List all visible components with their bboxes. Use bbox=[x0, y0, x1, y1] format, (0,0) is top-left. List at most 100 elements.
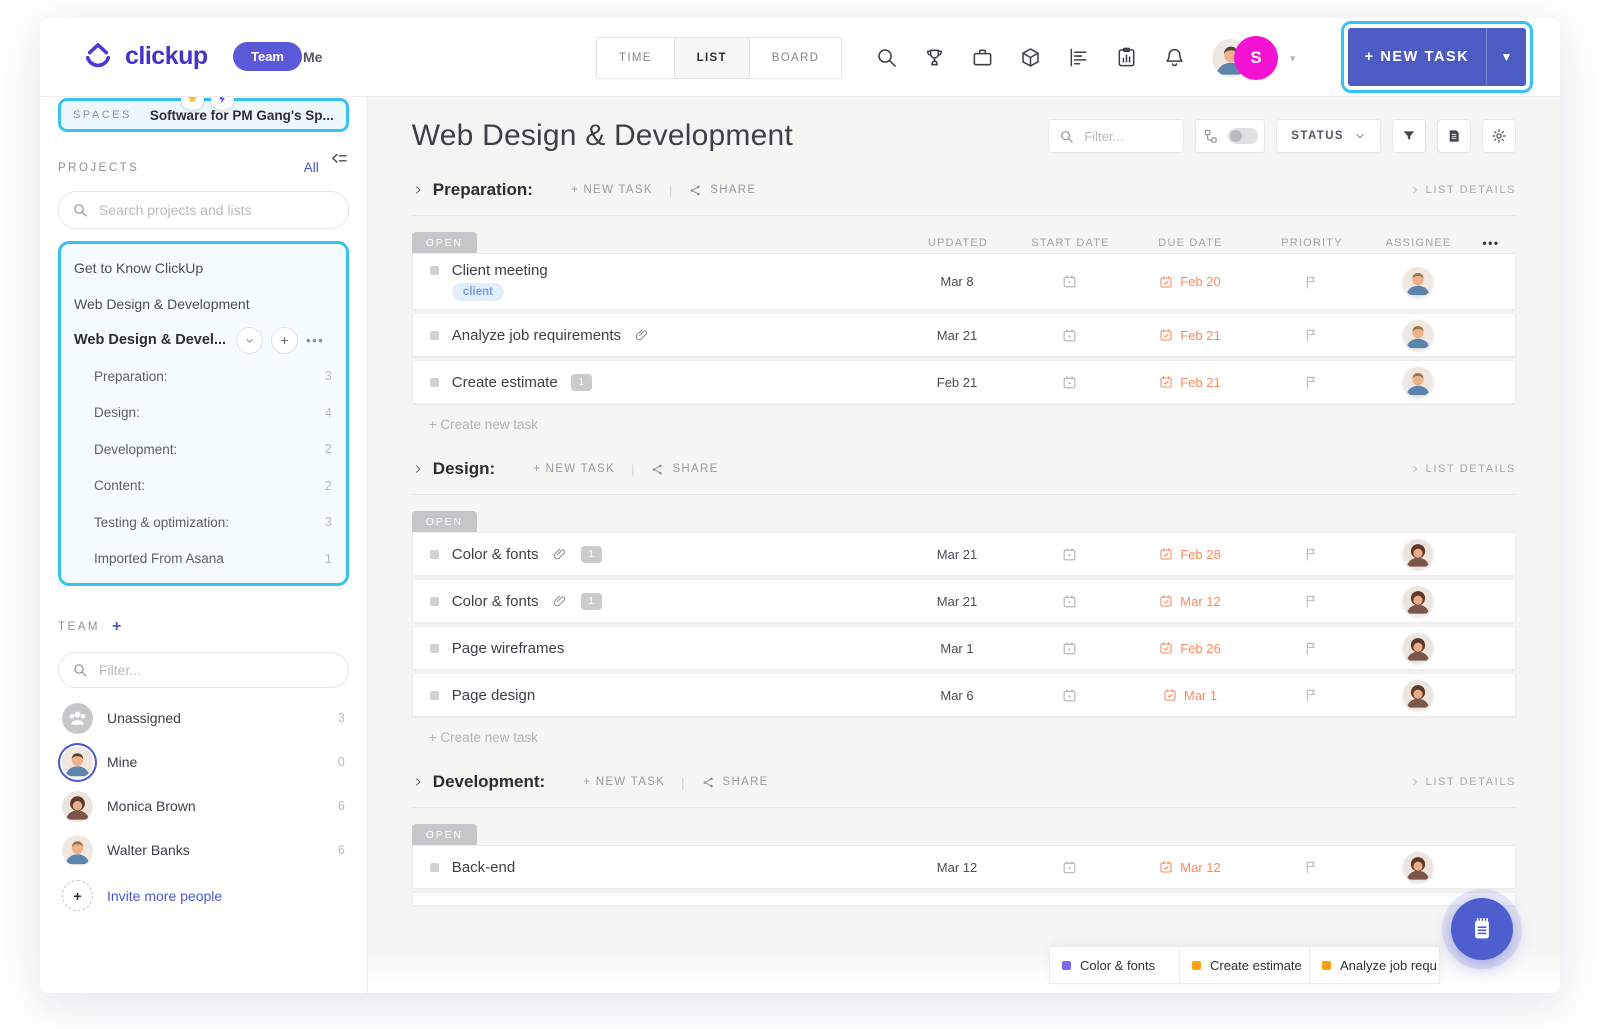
team-toggle[interactable]: Team bbox=[233, 42, 302, 71]
notepad-fab-button[interactable] bbox=[1451, 898, 1513, 960]
subtask-count-badge[interactable]: 1 bbox=[571, 374, 592, 391]
clickup-logo[interactable]: clickup bbox=[80, 40, 208, 72]
task-title[interactable]: Analyze job requirements bbox=[452, 327, 621, 344]
task-row[interactable]: Analyze job requirements Mar 21 Feb 21 bbox=[412, 313, 1516, 357]
section-new-task-button[interactable]: + NEW TASK bbox=[571, 184, 653, 196]
status-open-badge[interactable]: OPEN bbox=[412, 824, 477, 845]
priority-cell[interactable] bbox=[1252, 274, 1370, 290]
task-row[interactable]: Client meeting client Mar 8 Feb 20 bbox=[412, 253, 1516, 310]
assignee-cell[interactable] bbox=[1370, 267, 1465, 297]
create-new-task-button[interactable]: + Create new task bbox=[429, 417, 1516, 432]
section-share-button[interactable]: SHARE bbox=[650, 462, 718, 477]
space-name[interactable]: Software for PM Gang's Sp... bbox=[150, 108, 334, 123]
start-date-cell[interactable] bbox=[1012, 859, 1127, 876]
list-item[interactable]: Imported From Asana 1 bbox=[61, 541, 346, 578]
task-title[interactable]: Client meeting bbox=[452, 262, 548, 279]
task-title[interactable]: Page design bbox=[452, 687, 535, 704]
filter-funnel-button[interactable] bbox=[1392, 119, 1426, 153]
paperclip-icon[interactable] bbox=[552, 593, 568, 609]
priority-cell[interactable] bbox=[1252, 687, 1370, 703]
task-row[interactable] bbox=[412, 892, 1516, 906]
column-header[interactable]: UPDATED bbox=[903, 237, 1013, 249]
priority-cell[interactable] bbox=[1252, 327, 1370, 343]
list-item[interactable]: Development: 2 bbox=[61, 431, 346, 468]
spaces-selector[interactable]: SPACES Software for PM Gang's Sp... ★ bbox=[58, 98, 349, 132]
list-details-link[interactable]: LIST DETAILS bbox=[1410, 463, 1516, 475]
subtask-count-badge[interactable]: 1 bbox=[581, 546, 602, 563]
ranking-icon[interactable] bbox=[1067, 46, 1090, 69]
list-item[interactable]: Preparation: 3 bbox=[61, 358, 346, 395]
chevron-right-icon[interactable] bbox=[412, 463, 424, 475]
chevron-down-icon[interactable]: ▾ bbox=[1290, 52, 1296, 65]
task-title[interactable]: Page wireframes bbox=[452, 640, 565, 657]
section-new-task-button[interactable]: + NEW TASK bbox=[583, 776, 665, 788]
list-details-link[interactable]: LIST DETAILS bbox=[1410, 184, 1516, 196]
settings-button[interactable] bbox=[1482, 119, 1516, 153]
invite-more-people[interactable]: + Invite more people bbox=[58, 880, 349, 911]
task-title[interactable]: Create estimate bbox=[452, 374, 558, 391]
task-title[interactable]: Color & fonts bbox=[452, 546, 539, 563]
briefcase-icon[interactable] bbox=[971, 46, 994, 69]
task-status-square[interactable] bbox=[430, 331, 439, 340]
projects-all-link[interactable]: All bbox=[304, 160, 319, 175]
task-title[interactable]: Color & fonts bbox=[452, 593, 539, 610]
due-date-cell[interactable]: Mar 12 bbox=[1127, 859, 1252, 875]
collapse-sidebar-icon[interactable] bbox=[329, 150, 349, 170]
start-date-cell[interactable] bbox=[1012, 546, 1127, 563]
assignee-cell[interactable] bbox=[1370, 852, 1465, 882]
due-date-cell[interactable]: Feb 21 bbox=[1127, 374, 1252, 390]
project-item[interactable]: Get to Know ClickUp bbox=[61, 250, 346, 286]
cube-icon[interactable] bbox=[1019, 46, 1042, 69]
paperclip-icon[interactable] bbox=[552, 546, 568, 562]
filter-input-box[interactable] bbox=[1048, 119, 1184, 153]
section-name[interactable]: Preparation: bbox=[433, 180, 533, 200]
list-item[interactable]: Testing & optimization: 3 bbox=[61, 504, 346, 541]
due-date-cell[interactable]: Feb 26 bbox=[1127, 640, 1252, 656]
team-member[interactable]: Unassigned 3 bbox=[58, 696, 349, 740]
assignee-cell[interactable] bbox=[1370, 633, 1465, 663]
group-by-toggle[interactable] bbox=[1195, 119, 1265, 153]
column-header[interactable]: DUE DATE bbox=[1128, 237, 1253, 249]
me-toggle[interactable]: Me bbox=[303, 49, 322, 65]
assignee-cell[interactable] bbox=[1370, 680, 1465, 710]
section-new-task-button[interactable]: + NEW TASK bbox=[533, 463, 615, 475]
minimized-task-chip[interactable]: Color & fonts bbox=[1049, 946, 1180, 984]
chevron-right-icon[interactable] bbox=[412, 776, 424, 788]
column-header[interactable]: START DATE bbox=[1013, 237, 1128, 249]
priority-cell[interactable] bbox=[1252, 640, 1370, 656]
assignee-cell[interactable] bbox=[1370, 539, 1465, 569]
doc-view-button[interactable] bbox=[1437, 119, 1471, 153]
task-status-square[interactable] bbox=[430, 597, 439, 606]
due-date-cell[interactable]: Feb 20 bbox=[1127, 274, 1252, 290]
task-row[interactable]: Color & fonts1 Mar 21 Feb 28 bbox=[412, 532, 1516, 576]
task-status-square[interactable] bbox=[430, 863, 439, 872]
task-status-square[interactable] bbox=[430, 266, 439, 275]
column-header[interactable]: PRIORITY bbox=[1253, 237, 1371, 249]
team-filter[interactable] bbox=[58, 652, 349, 688]
status-open-badge[interactable]: OPEN bbox=[412, 511, 477, 532]
due-date-cell[interactable]: Feb 21 bbox=[1127, 327, 1252, 343]
tab-list[interactable]: LIST bbox=[674, 37, 750, 79]
task-row[interactable]: Color & fonts1 Mar 21 Mar 12 bbox=[412, 579, 1516, 623]
task-title[interactable]: Back-end bbox=[452, 859, 515, 876]
list-details-link[interactable]: LIST DETAILS bbox=[1410, 776, 1516, 788]
start-date-cell[interactable] bbox=[1012, 374, 1127, 391]
project-item-active[interactable]: Web Design & Devel... ••• bbox=[61, 322, 346, 358]
priority-cell[interactable] bbox=[1252, 374, 1370, 390]
start-date-cell[interactable] bbox=[1012, 640, 1127, 657]
section-name[interactable]: Development: bbox=[433, 772, 545, 792]
assignee-cell[interactable] bbox=[1370, 586, 1465, 616]
section-share-button[interactable]: SHARE bbox=[701, 775, 769, 790]
task-status-square[interactable] bbox=[430, 691, 439, 700]
add-list-button[interactable] bbox=[271, 327, 298, 354]
start-date-cell[interactable] bbox=[1012, 687, 1127, 704]
task-status-square[interactable] bbox=[430, 378, 439, 387]
create-new-task-button[interactable]: + Create new task bbox=[429, 730, 1516, 745]
toggle-switch[interactable] bbox=[1228, 128, 1258, 144]
project-search-input[interactable] bbox=[97, 201, 335, 219]
section-name[interactable]: Design: bbox=[433, 459, 495, 479]
task-row[interactable]: Page wireframes Mar 1 Feb 26 bbox=[412, 626, 1516, 670]
due-date-cell[interactable]: Mar 12 bbox=[1127, 593, 1252, 609]
task-tag[interactable]: client bbox=[452, 283, 504, 301]
start-date-cell[interactable] bbox=[1012, 273, 1127, 290]
